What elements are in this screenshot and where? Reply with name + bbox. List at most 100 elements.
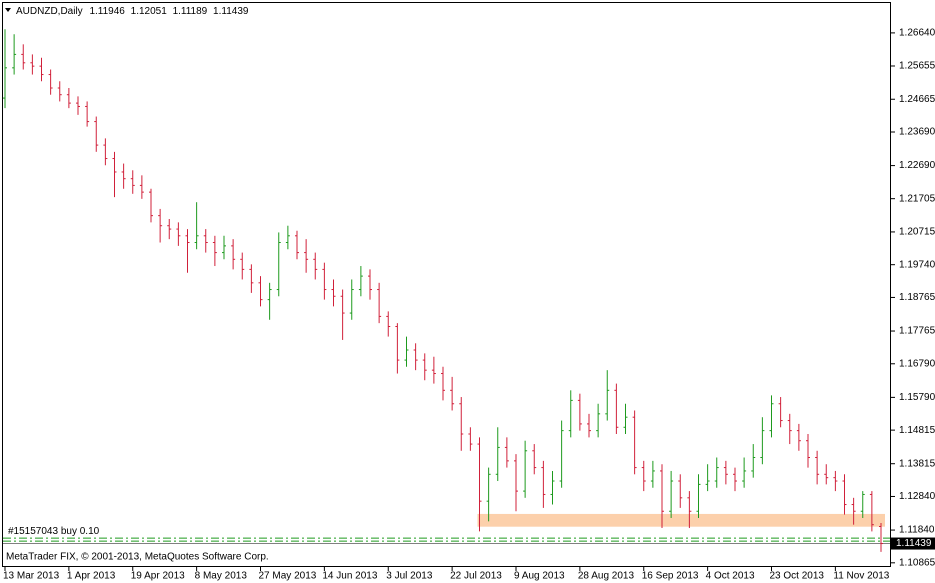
ohlc-bar: [48, 69, 53, 95]
y-tick-label: 1.10865: [899, 557, 935, 568]
y-tick-label: 1.26640: [899, 28, 935, 39]
y-tick-label: 1.20715: [899, 227, 935, 238]
ohlc-bar: [660, 464, 664, 529]
ohlc-bar: [76, 96, 80, 115]
ohlc-bar: [541, 460, 546, 508]
ohlc-bar: [568, 390, 573, 438]
ohlc-bar: [304, 239, 309, 273]
ohlc-bar: [723, 460, 728, 485]
ohlc-bar: [30, 54, 35, 75]
ohlc-bar: [879, 522, 883, 552]
ohlc-bar: [176, 222, 181, 246]
ohlc-bar: [468, 427, 473, 451]
y-tick-label: 1.18765: [899, 292, 935, 303]
ohlc-bar: [514, 454, 518, 512]
y-tick-label: 1.14815: [899, 425, 935, 436]
ohlc-bar: [596, 403, 601, 438]
y-tick-label: 1.13815: [899, 458, 935, 469]
ohlc-bar: [386, 311, 391, 337]
x-tick-label: 23 Oct 2013: [770, 571, 825, 582]
ohlc-bar: [39, 57, 44, 82]
y-tick-label: 1.22690: [899, 160, 935, 171]
ohlc-bar: [295, 230, 299, 260]
y-tick-label: 1.25655: [899, 61, 935, 72]
ohlc-bar: [185, 229, 190, 273]
x-tick-label: 1 Apr 2013: [67, 571, 116, 582]
ohlc-bar: [833, 470, 838, 492]
ohlc-bar: [258, 276, 263, 307]
ohlc-bar: [614, 383, 619, 434]
ohlc-bar: [222, 235, 226, 260]
ohlc-bar: [860, 491, 865, 518]
x-tick-label: 22 Jul 2013: [450, 571, 502, 582]
ohlc-bar: [94, 116, 99, 152]
y-tick-label: 1.11840: [899, 525, 935, 536]
ohlc-bar: [130, 170, 135, 194]
ohlc-bar: [459, 397, 464, 451]
x-tick-label: 13 Mar 2013: [3, 571, 60, 582]
ohlc-bar: [267, 282, 272, 320]
ohlc-bar: [112, 151, 117, 198]
ohlc-bar: [103, 138, 108, 166]
ohlc-bar: [504, 437, 509, 468]
ohlc-bar: [687, 491, 692, 529]
header-open: 1.11946: [89, 6, 125, 17]
ohlc-bar: [815, 450, 820, 485]
header-arrow[interactable]: [5, 8, 11, 12]
ohlc-bar: [605, 370, 610, 421]
ohlc-bar: [139, 175, 144, 199]
ohlc-bar: [231, 239, 236, 270]
x-tick-label: 11 Nov 2013: [833, 571, 889, 582]
ohlc-bar: [669, 470, 674, 518]
ohlc-bar: [650, 460, 655, 488]
ohlc-bar: [66, 87, 71, 109]
ohlc-bar: [751, 444, 756, 478]
ohlc-bar: [733, 467, 737, 492]
ohlc-bar: [577, 393, 582, 431]
ohlc-bar: [212, 235, 217, 267]
ohlc-bar: [587, 413, 591, 438]
footer: MetaTrader FIX, © 2001-2013, MetaQuotes …: [6, 552, 269, 563]
ohlc-bar: [3, 29, 7, 109]
ohlc-bar: [194, 202, 199, 250]
x-tick-label: 19 Apr 2013: [131, 571, 185, 582]
ohlc-bar: [158, 208, 163, 243]
x-tick-label: 9 Aug 2013: [514, 571, 565, 582]
ohlc-bar: [486, 467, 491, 522]
ohlc-bar: [121, 163, 126, 189]
support-zone: [477, 513, 885, 527]
ohlc-bar: [149, 188, 153, 223]
ohlc-bar: [21, 44, 26, 70]
ohlc-bar: [842, 474, 847, 515]
x-tick-label: 4 Oct 2013: [706, 571, 755, 582]
ohlc-bar: [313, 252, 318, 280]
ohlc-bar: [167, 218, 172, 240]
ohlc-bar: [796, 423, 801, 451]
ohlc-bar: [696, 474, 701, 518]
ohlc-bar: [331, 279, 336, 307]
x-tick-label: 27 May 2013: [259, 571, 317, 582]
header-high: 1.12051: [131, 6, 168, 17]
ohlc-bar: [368, 269, 372, 300]
ohlc-bar: [276, 232, 281, 297]
ohlc-bar: [285, 225, 290, 250]
x-tick-label: 14 Jun 2013: [322, 571, 377, 582]
ohlc-bar: [523, 440, 528, 498]
ohlc-bar: [431, 356, 436, 384]
ohlc-bar: [851, 497, 856, 525]
ohlc-bar: [422, 353, 427, 381]
y-tick-label: 1.23690: [899, 127, 935, 138]
x-tick-label: 28 Aug 2013: [578, 571, 635, 582]
ohlc-bar: [806, 433, 810, 468]
price-box-label: 1.11439: [896, 538, 932, 549]
ohlc-bar: [769, 395, 774, 438]
ohlc-bar: [559, 420, 564, 488]
ohlc-bar: [760, 417, 765, 465]
ohlc-bar: [477, 437, 482, 532]
ohlc-bar: [240, 252, 245, 280]
ohlc-bar: [203, 229, 208, 253]
ohlc-bar: [550, 470, 555, 505]
symbol: AUDNZD,Daily: [16, 6, 83, 17]
ohlc-bar: [322, 262, 327, 300]
